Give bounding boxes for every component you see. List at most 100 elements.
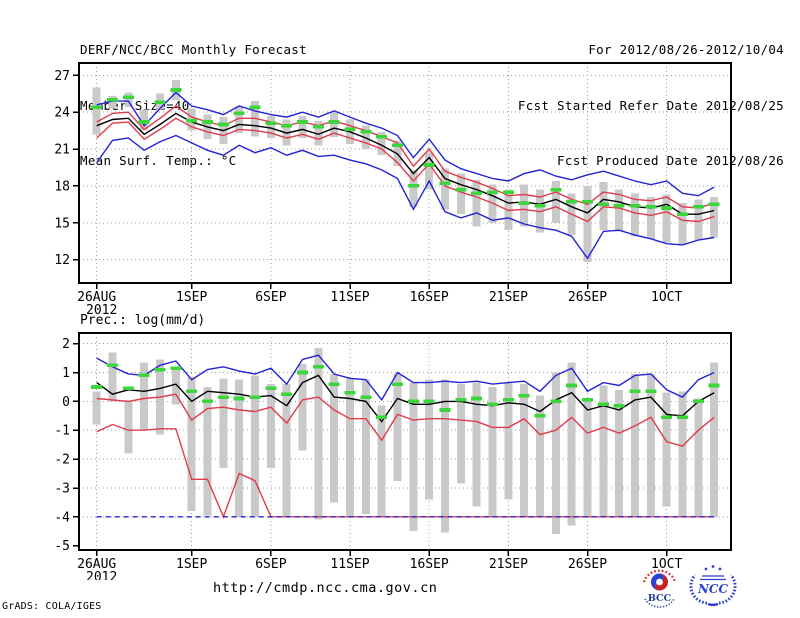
ensemble-spread-bar xyxy=(393,374,402,481)
ncc-star-right xyxy=(718,567,722,571)
observation-dash xyxy=(154,367,166,372)
observation-dash xyxy=(597,402,609,407)
ensemble-spread-bar xyxy=(583,398,592,517)
y-axis-label: 18 xyxy=(54,179,70,194)
ensemble-spread-bar xyxy=(567,362,576,526)
observation-dash xyxy=(376,134,388,139)
observation-dash xyxy=(312,125,324,129)
observation-dash xyxy=(392,143,403,148)
ensemble-spread-bar xyxy=(282,384,291,517)
y-axis-label: 1 xyxy=(62,366,70,381)
observation-dash xyxy=(692,399,704,404)
ensemble-max-line xyxy=(96,354,715,402)
ncc-wreath-base xyxy=(707,602,719,607)
observation-dash xyxy=(518,393,530,398)
observation-dash xyxy=(645,389,657,394)
upper-quartile-line xyxy=(96,393,715,447)
ensemble-mean-line xyxy=(96,112,715,215)
x-axis-label: 16SEP xyxy=(410,557,449,572)
y-axis-label: -2 xyxy=(54,453,70,468)
y-axis-label: 0 xyxy=(62,395,70,410)
observation-dash xyxy=(455,187,467,192)
header-right: For 2012/08/26-2012/10/04 Fcst Started R… xyxy=(518,4,784,208)
ensemble-spread-bar xyxy=(646,374,655,517)
ensemble-spread-bar xyxy=(235,379,244,517)
ensemble-spread-bar xyxy=(298,115,307,138)
grads-credit: GrADS: COLA/IGES xyxy=(2,601,102,612)
x-axis-label: 1OCT xyxy=(651,557,682,572)
observation-dash xyxy=(217,122,229,127)
ensemble-spread-bar xyxy=(219,378,228,468)
ensemble-spread-bar xyxy=(615,389,624,517)
fcst-produced-date-label: Fcst Produced Date 2012/08/26 xyxy=(557,153,784,168)
observation-dash xyxy=(423,399,435,404)
ensemble-spread-bar xyxy=(92,87,101,135)
observation-dash xyxy=(566,383,578,388)
observation-dash xyxy=(692,205,704,209)
bcc-logo-label: BCC xyxy=(648,593,672,604)
ensemble-spread-bar xyxy=(361,379,370,514)
observation-dash xyxy=(186,389,198,394)
observation-dash xyxy=(566,200,578,204)
x-axis-label: 6SEP xyxy=(255,557,286,572)
precip-chart-title: Prec.: log(mm/d) xyxy=(80,313,205,328)
ensemble-spread-bar xyxy=(536,395,544,517)
observation-dash xyxy=(217,395,229,399)
observation-dash xyxy=(107,98,118,102)
site-url: http://cmdp.ncc.cma.gov.cn xyxy=(213,580,438,596)
observation-dash xyxy=(265,386,277,391)
observation-dash xyxy=(344,390,356,395)
ensemble-spread-bar xyxy=(678,391,687,517)
y-axis-label: -1 xyxy=(54,424,70,439)
x-axis-label: 26AUG xyxy=(77,290,116,305)
y-axis-label: 12 xyxy=(54,253,70,268)
ensemble-spread-bar xyxy=(488,387,497,517)
observation-dash xyxy=(439,408,451,412)
observation-dash xyxy=(392,382,403,386)
observation-dash xyxy=(202,399,213,404)
ensemble-mean-line xyxy=(96,374,715,423)
observation-dash xyxy=(439,181,451,186)
observation-dash xyxy=(91,105,103,109)
observation-dash xyxy=(249,395,261,399)
ensemble-spread-bar xyxy=(140,109,149,131)
observation-dash xyxy=(471,191,483,196)
ensemble-spread-bar xyxy=(92,391,101,425)
observation-dash xyxy=(407,399,419,404)
axis-year-label: 2012 xyxy=(86,570,117,580)
observation-dash xyxy=(297,120,308,124)
observation-dash xyxy=(502,190,514,194)
x-axis-label: 1SEP xyxy=(176,557,207,572)
observation-dash xyxy=(186,119,198,123)
bcc-swirl-center xyxy=(656,578,663,586)
observation-dash xyxy=(423,163,435,167)
observation-dash xyxy=(138,120,150,124)
forecast-period-label: For 2012/08/26-2012/10/04 xyxy=(588,42,784,57)
ensemble-spread-bar xyxy=(456,173,465,215)
fcst-refer-date-label: Fcst Started Refer Date 2012/08/25 xyxy=(517,97,784,113)
ensemble-spread-bar xyxy=(425,152,434,190)
bcc-logo-top-arc-text xyxy=(642,569,677,583)
ensemble-spread-bar xyxy=(551,181,560,223)
x-axis-label: 21SEP xyxy=(489,290,528,305)
observation-dash xyxy=(708,202,720,207)
ensemble-spread-bar xyxy=(456,384,465,484)
ensemble-spread-bar xyxy=(662,194,671,243)
y-axis-label: 2 xyxy=(62,337,70,352)
observation-dash xyxy=(645,205,657,209)
y-axis-label: -5 xyxy=(54,539,70,554)
ensemble-spread-bar xyxy=(504,382,513,500)
ensemble-spread-bar xyxy=(710,362,719,517)
observation-dash xyxy=(518,201,530,205)
y-axis-label: 24 xyxy=(54,106,70,121)
observation-dash xyxy=(170,88,182,92)
x-axis-label: 26SEP xyxy=(568,557,607,572)
chart-frame xyxy=(78,332,732,551)
ncc-star-mid xyxy=(711,565,715,568)
observation-dash xyxy=(629,389,641,394)
ensemble-spread-bar xyxy=(108,352,117,402)
observation-dash xyxy=(360,130,372,134)
ensemble-spread-bar xyxy=(330,112,339,137)
